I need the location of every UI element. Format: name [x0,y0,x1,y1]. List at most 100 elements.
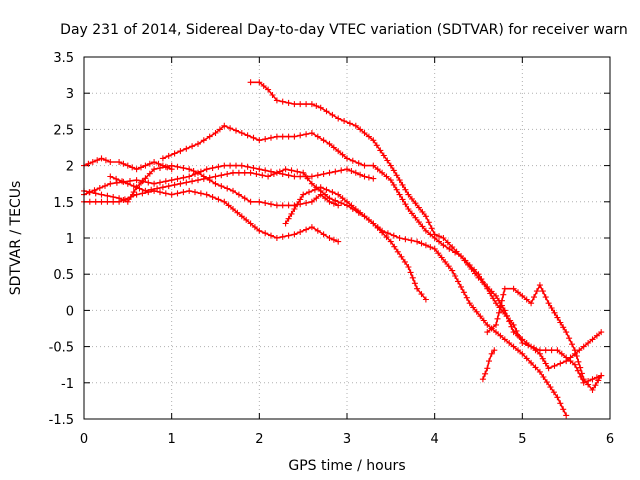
data-point [455,278,461,285]
data-point [251,224,258,231]
data-point [370,137,377,144]
y-tick-label: 1 [66,232,74,247]
data-point [569,341,575,348]
data-point [563,329,570,336]
data-point [104,198,111,205]
data-point [460,289,467,296]
data-point [503,313,510,320]
data-point [577,364,584,371]
data-point [361,213,368,220]
data-point [96,185,103,191]
data-point [536,368,543,375]
data-point [523,296,530,303]
data-point [300,191,307,198]
data-point [548,347,555,354]
data-point [273,133,280,140]
data-point [425,219,432,226]
data-point [554,394,561,401]
data-point [408,210,415,217]
data-point [598,372,605,379]
series-track-9 [479,347,498,383]
data-point [138,164,144,171]
data-point [396,177,403,184]
data-point [399,181,406,188]
data-point [545,300,552,307]
data-point [291,206,298,212]
data-point [195,177,201,184]
data-point [436,233,442,240]
data-point [168,191,175,198]
data-point [412,200,419,207]
data-point [335,238,342,245]
data-point [510,343,517,350]
data-point [528,300,535,307]
data-point [487,290,494,297]
y-tick-label: 3 [66,87,74,102]
data-point [387,162,394,169]
data-point [418,240,425,247]
data-point [256,198,263,205]
data-point [250,134,257,141]
y-tick-label: -1.5 [49,413,74,428]
x-tick-label: 6 [606,432,614,447]
data-point [338,167,345,174]
y-tick-label: 1.5 [53,196,74,211]
data-point [422,242,429,249]
data-point [452,273,459,279]
data-point [374,166,381,173]
data-point [493,321,499,328]
data-point [466,300,473,307]
data-point [260,83,267,89]
data-point [539,288,546,295]
data-point [393,172,400,179]
data-point [313,195,320,202]
data-point [291,173,298,180]
data-point [304,175,311,182]
data-point [116,159,123,165]
data-point [545,365,552,372]
data-point [370,220,377,227]
data-point [116,198,123,205]
data-point [408,195,415,202]
data-point [361,173,368,180]
data-point [323,186,330,193]
data-point [409,274,416,281]
data-point [197,190,204,197]
data-point [536,282,543,289]
data-point [200,137,207,144]
data-point [107,159,114,165]
data-point [370,175,377,182]
data-point [402,201,409,208]
data-point [379,229,386,236]
data-point [484,329,491,336]
data-point [361,162,368,169]
data-point [311,186,318,193]
data-point [497,332,504,339]
data-point [411,280,418,287]
data-point [335,191,342,198]
data-point [415,204,422,211]
data-point [218,172,225,179]
data-point [130,183,137,190]
data-point [233,162,239,169]
data-point [317,104,324,111]
data-point [308,173,315,180]
data-point [515,347,521,354]
data-point [501,285,508,292]
data-point [291,133,298,140]
data-point [497,303,504,310]
data-point [216,126,223,133]
data-point [268,201,274,208]
data-point [531,344,537,351]
data-point [142,162,149,169]
data-point [531,294,537,301]
data-point [273,235,280,241]
data-point [234,209,241,216]
data-point [195,140,201,147]
data-point [380,152,387,159]
data-point [346,120,353,127]
data-point [227,162,234,169]
data-point [215,196,222,203]
data-point [241,169,248,176]
data-point [595,377,602,384]
